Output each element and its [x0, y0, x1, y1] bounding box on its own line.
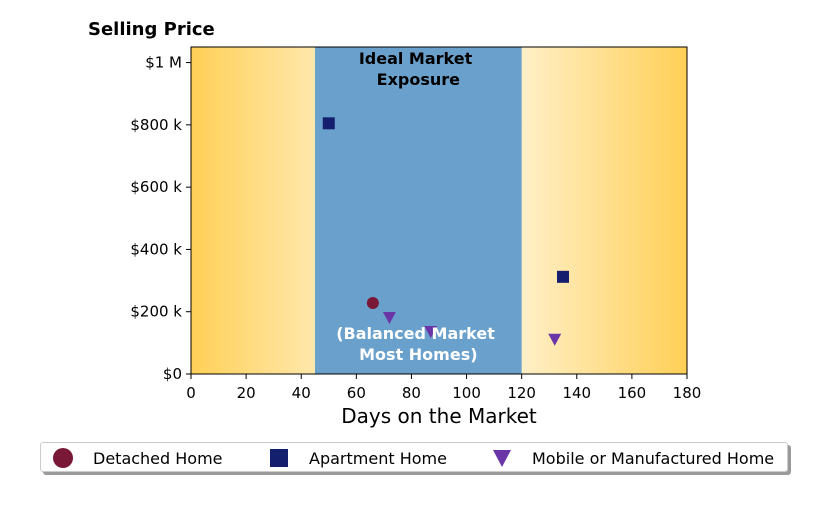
x-tick-label: 60 — [347, 384, 366, 402]
legend: Detached Home Apartment Home Mobile or M… — [40, 442, 788, 472]
legend-label-mobile: Mobile or Manufactured Home — [532, 448, 775, 468]
x-tick-label: 120 — [507, 384, 536, 402]
circle-marker-icon — [53, 448, 73, 468]
point-mobile-home — [424, 325, 438, 338]
triangle-down-marker-icon — [493, 450, 511, 467]
band-label-top-line-1: Ideal Market — [359, 49, 473, 68]
y-tick-label: $600 k — [130, 178, 182, 196]
point-apartment-home — [322, 117, 335, 130]
x-tick-label: 20 — [237, 384, 256, 402]
y-tick-label: $200 k — [130, 303, 182, 321]
x-tick-label: 0 — [186, 384, 196, 402]
plot-frame — [190, 46, 688, 375]
x-tick-label: 100 — [452, 384, 481, 402]
x-tick-label: 140 — [562, 384, 591, 402]
legend-item-detached: Detached Home — [51, 443, 223, 473]
band-label-top: Ideal Market Exposure — [359, 49, 478, 89]
band-label-bottom-line-2: Most Homes) — [359, 345, 477, 364]
scatter-chart: Selling Price Ideal Market Exposure (Bal… — [88, 19, 701, 428]
ideal-exposure-band — [315, 47, 522, 374]
point-mobile-home — [548, 333, 562, 346]
legend-label-apartment: Apartment Home — [309, 448, 447, 468]
legend-item-apartment: Apartment Home — [267, 443, 447, 473]
x-tick-label: 160 — [618, 384, 647, 402]
point-mobile-home — [382, 311, 396, 324]
band-label-top-line-2: Exposure — [377, 70, 461, 89]
x-tick-label: 80 — [402, 384, 421, 402]
point-apartment-home — [557, 270, 569, 283]
y-axis: $0 $200 k $400 k $600 k $800 k $1 M — [130, 54, 191, 383]
x-axis-label: Days on the Market — [341, 404, 537, 428]
legend-item-mobile: Mobile or Manufactured Home — [490, 443, 774, 473]
point-detached-home — [366, 296, 379, 309]
x-tick-label: 40 — [292, 384, 311, 402]
y-tick-label: $400 k — [130, 240, 182, 258]
x-tick-label: 180 — [673, 384, 702, 402]
chart-title: Selling Price — [88, 19, 215, 40]
square-marker-icon — [270, 449, 288, 467]
y-tick-label: $0 — [163, 365, 182, 383]
band-label-bottom-line-1: (Balanced Market — [336, 324, 495, 343]
y-tick-label: $1 M — [145, 54, 182, 72]
band-label-bottom: (Balanced Market Most Homes) — [336, 324, 500, 364]
x-axis: 0 20 40 60 80 100 120 140 160 180 — [186, 374, 701, 402]
y-tick-label: $800 k — [130, 116, 182, 134]
data-points — [322, 117, 569, 346]
legend-label-detached: Detached Home — [93, 448, 223, 468]
